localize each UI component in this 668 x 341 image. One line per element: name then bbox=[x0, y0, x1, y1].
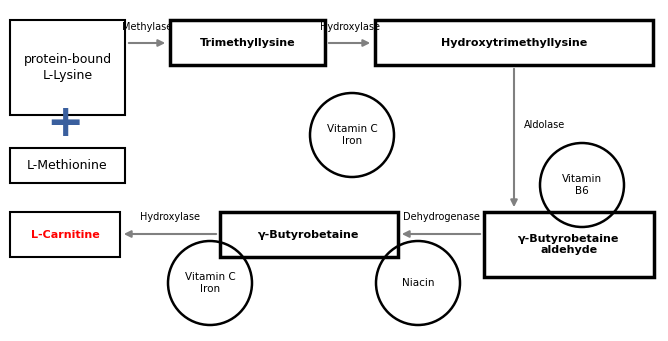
FancyBboxPatch shape bbox=[484, 212, 654, 277]
Text: Vitamin
B6: Vitamin B6 bbox=[562, 174, 602, 196]
Text: Vitamin C
Iron: Vitamin C Iron bbox=[327, 124, 377, 146]
Text: Methylase: Methylase bbox=[122, 22, 172, 32]
FancyBboxPatch shape bbox=[10, 212, 120, 257]
Text: Dehydrogenase: Dehydrogenase bbox=[403, 212, 480, 222]
FancyBboxPatch shape bbox=[170, 20, 325, 65]
Text: Niacin: Niacin bbox=[401, 278, 434, 288]
Text: Hydroxytrimethyllysine: Hydroxytrimethyllysine bbox=[441, 38, 587, 47]
FancyBboxPatch shape bbox=[10, 148, 125, 183]
Text: Vitamin C
Iron: Vitamin C Iron bbox=[184, 272, 235, 294]
Text: Aldolase: Aldolase bbox=[524, 120, 565, 130]
Text: γ-Butyrobetaine
aldehyde: γ-Butyrobetaine aldehyde bbox=[518, 234, 620, 255]
Text: Trimethyllysine: Trimethyllysine bbox=[200, 38, 295, 47]
Text: protein-bound
L-Lysine: protein-bound L-Lysine bbox=[23, 54, 112, 81]
Text: L-Methionine: L-Methionine bbox=[27, 159, 108, 172]
Text: γ-Butyrobetaine: γ-Butyrobetaine bbox=[259, 229, 359, 239]
Text: Hydroxylase: Hydroxylase bbox=[140, 212, 200, 222]
Text: Hydroxylase: Hydroxylase bbox=[320, 22, 380, 32]
Text: +: + bbox=[46, 102, 84, 145]
Text: L-Carnitine: L-Carnitine bbox=[31, 229, 100, 239]
FancyBboxPatch shape bbox=[375, 20, 653, 65]
FancyBboxPatch shape bbox=[220, 212, 398, 257]
FancyBboxPatch shape bbox=[10, 20, 125, 115]
